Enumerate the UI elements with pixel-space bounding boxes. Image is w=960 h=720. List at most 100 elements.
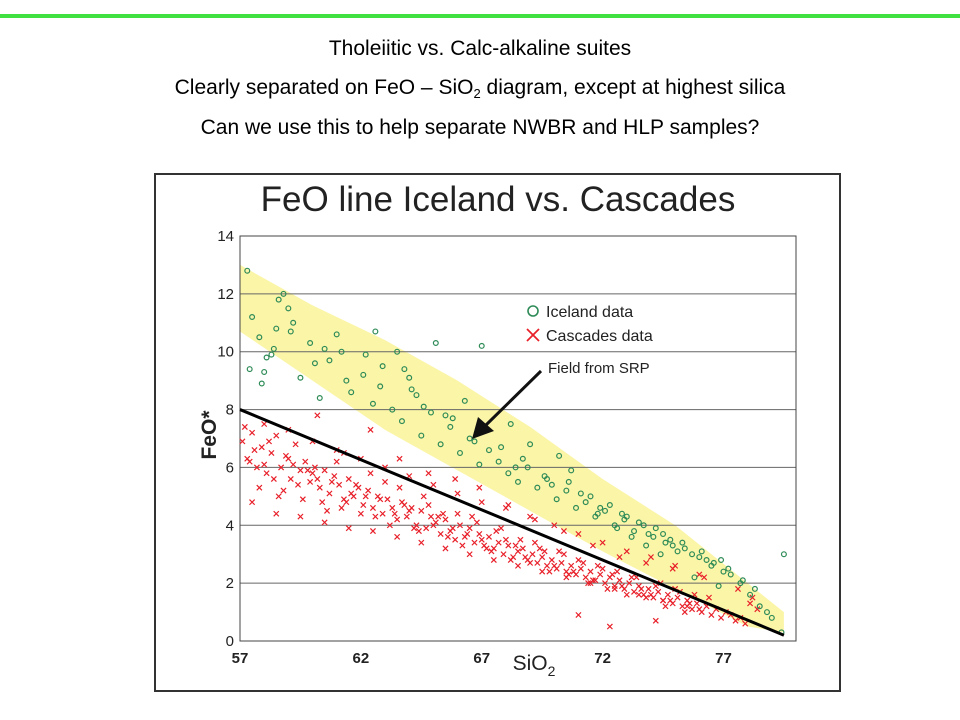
iceland-point [524, 464, 531, 471]
cascades-point [415, 528, 422, 535]
iceland-point [297, 374, 304, 381]
cascades-point [546, 568, 553, 575]
cascades-point [249, 499, 256, 506]
iceland-point [747, 591, 754, 598]
cascades-point [490, 556, 497, 564]
cascades-point [452, 536, 459, 543]
cascades-point [476, 484, 483, 491]
cascades-point [287, 475, 294, 483]
cascades-point [321, 519, 328, 526]
cascades-point [338, 504, 345, 511]
iceland-point [461, 397, 468, 404]
cascades-point [394, 533, 401, 540]
iceland-point [643, 542, 650, 549]
cascades-point [241, 423, 248, 430]
iceland-point [427, 409, 434, 416]
cascades-point [425, 502, 432, 509]
iceland-point [652, 525, 659, 532]
cascades-point [362, 493, 369, 500]
iceland-point [447, 423, 454, 430]
cascades-point [369, 504, 376, 511]
cascades-point [246, 458, 253, 465]
iceland-point [645, 530, 652, 537]
cascades-point [519, 545, 526, 552]
cascades-point [401, 502, 408, 509]
iceland-point [360, 371, 367, 378]
cascades-point [485, 533, 493, 540]
iceland-point [519, 455, 526, 462]
cascades-point [418, 539, 425, 546]
iceland-point [377, 383, 384, 390]
y-tick-label: 8 [226, 402, 234, 419]
cascades-point [645, 585, 652, 592]
iceland-point [273, 325, 280, 332]
cascades-point [466, 551, 473, 558]
cascades-point [464, 530, 471, 537]
iceland-point [343, 377, 350, 384]
cascades-point [592, 577, 599, 584]
cascades-point [321, 467, 328, 474]
cascades-point [604, 585, 611, 592]
cascades-point [618, 583, 625, 590]
iceland-point [307, 340, 314, 347]
cascades-point [647, 591, 654, 598]
iceland-point [285, 305, 292, 312]
cascades-point [522, 554, 529, 561]
cascades-point [498, 525, 505, 532]
iceland-point [556, 452, 563, 459]
cascades-point [594, 562, 601, 569]
iceland-point [756, 603, 763, 610]
cascades-point [517, 536, 524, 543]
y-tick-label: 6 [226, 459, 234, 476]
iceland-point [379, 363, 386, 370]
iceland-point [372, 328, 379, 335]
annotation-arrow [472, 369, 543, 439]
cascades-point [311, 464, 318, 471]
cascades-point [268, 449, 275, 456]
cascades-point [551, 522, 558, 529]
cascades-point [616, 577, 623, 584]
cascades-point [623, 548, 630, 555]
iceland-point [573, 504, 580, 511]
iceland-point [691, 574, 698, 581]
chart-title: FeO line Iceland vs. Cascades [261, 180, 736, 219]
cascades-point [488, 548, 495, 555]
cascades-point [452, 475, 459, 483]
cascades-point [379, 510, 386, 517]
cascades-point [396, 455, 403, 462]
cascades-point [265, 438, 273, 445]
cascades-point [580, 559, 587, 566]
cascades-point [602, 580, 609, 587]
cascades-point [353, 481, 360, 488]
x-tick-label: 57 [232, 650, 249, 667]
iceland-point [466, 435, 473, 442]
cascades-point [551, 562, 558, 569]
cascades-point [597, 571, 604, 578]
cascades-point [389, 504, 396, 511]
cascades-point [382, 478, 389, 485]
cascades-point [345, 475, 352, 483]
cascades-point [587, 580, 594, 587]
cascades-point [495, 539, 502, 546]
cascades-point [423, 525, 430, 532]
iceland-point [270, 345, 277, 352]
iceland-point [534, 484, 541, 491]
cascades-point [570, 568, 577, 575]
cascades-point [652, 617, 659, 624]
cascades-point [541, 548, 548, 555]
cascades-point [696, 606, 703, 613]
cascades-point [660, 597, 667, 604]
slide-line-2: Clearly separated on FeO – SiO2 diagram,… [174, 76, 786, 101]
cascades-point [575, 611, 582, 618]
cascades-point [270, 475, 277, 483]
iceland-point [568, 467, 575, 474]
cascades-point [316, 484, 323, 491]
iceland-point [577, 490, 584, 497]
cascades-point [427, 513, 434, 520]
cascades-point [667, 597, 674, 604]
cascades-point [319, 499, 326, 506]
cascades-point [705, 594, 712, 601]
cascades-point [239, 438, 246, 445]
cascades-point [471, 539, 478, 546]
cascades-point [689, 606, 696, 613]
